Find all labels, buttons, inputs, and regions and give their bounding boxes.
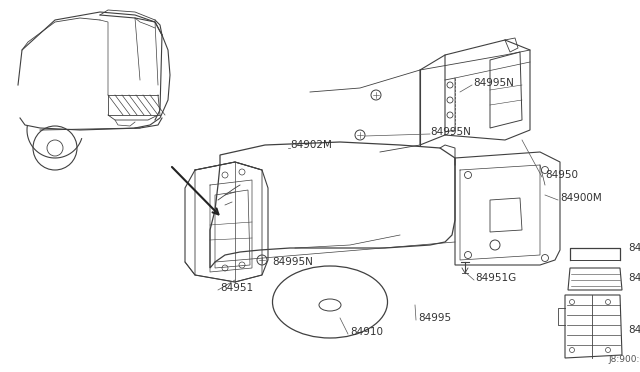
Text: 84900M: 84900M: [560, 193, 602, 203]
Text: 84921: 84921: [628, 243, 640, 253]
Text: 84922E: 84922E: [628, 273, 640, 283]
Text: 84995N: 84995N: [272, 257, 313, 267]
Text: 84995N: 84995N: [473, 78, 514, 88]
Text: 84995: 84995: [418, 313, 451, 323]
Text: 84995N: 84995N: [430, 127, 471, 137]
Text: 84951: 84951: [220, 283, 253, 293]
Text: J8:900:C: J8:900:C: [608, 356, 640, 365]
Text: 84920: 84920: [628, 325, 640, 335]
Text: 84910: 84910: [350, 327, 383, 337]
Text: 84902M: 84902M: [290, 140, 332, 150]
Text: 84951G: 84951G: [475, 273, 516, 283]
Text: 84950: 84950: [545, 170, 578, 180]
